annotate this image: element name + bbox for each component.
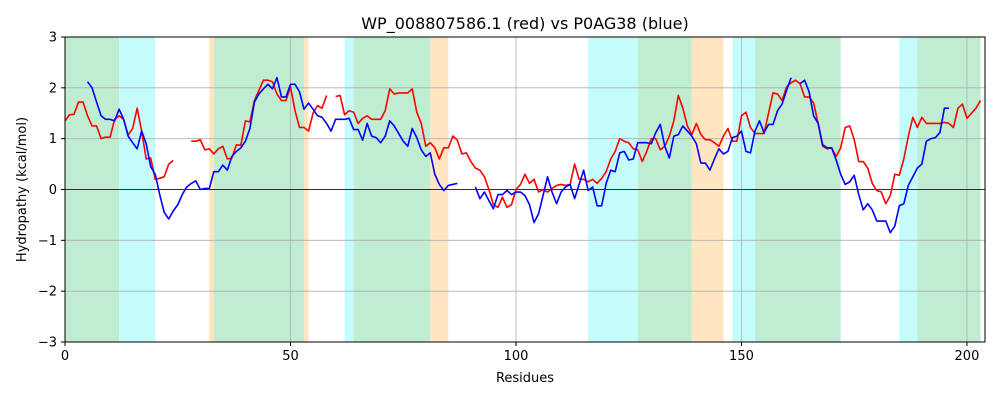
y-tick-label-0: 0 — [49, 183, 57, 198]
blue-series-line-0 — [86, 76, 458, 220]
blue-series-line-1 — [474, 77, 792, 224]
series-lines — [64, 76, 982, 234]
red-series-line-2 — [335, 79, 982, 209]
axis-ticks: 0 50 100 150 200 −3 −2 −1 0 1 2 3 — [38, 31, 980, 365]
x-axis-label: Residues — [496, 371, 554, 386]
y-axis-label: Hydropathy (kcal/mol) — [15, 117, 30, 262]
x-tick-label-200: 200 — [955, 349, 980, 364]
blue-series-line-2 — [799, 79, 949, 234]
red-series-line-0 — [64, 101, 174, 181]
chart-title: WP_008807586.1 (red) vs P0AG38 (blue) — [361, 14, 689, 34]
y-tick-label-1: 1 — [49, 132, 57, 147]
y-tick-label-3: 3 — [49, 31, 57, 46]
y-tick-label--3: −3 — [38, 336, 57, 351]
y-tick-label--2: −2 — [38, 285, 57, 300]
x-tick-label-50: 50 — [282, 349, 299, 364]
x-tick-label-0: 0 — [61, 349, 69, 364]
red-series-line-1 — [191, 79, 328, 160]
x-tick-label-100: 100 — [504, 349, 529, 364]
x-tick-label-150: 150 — [729, 349, 754, 364]
y-tick-label-2: 2 — [49, 81, 57, 96]
y-tick-label--1: −1 — [38, 234, 57, 249]
